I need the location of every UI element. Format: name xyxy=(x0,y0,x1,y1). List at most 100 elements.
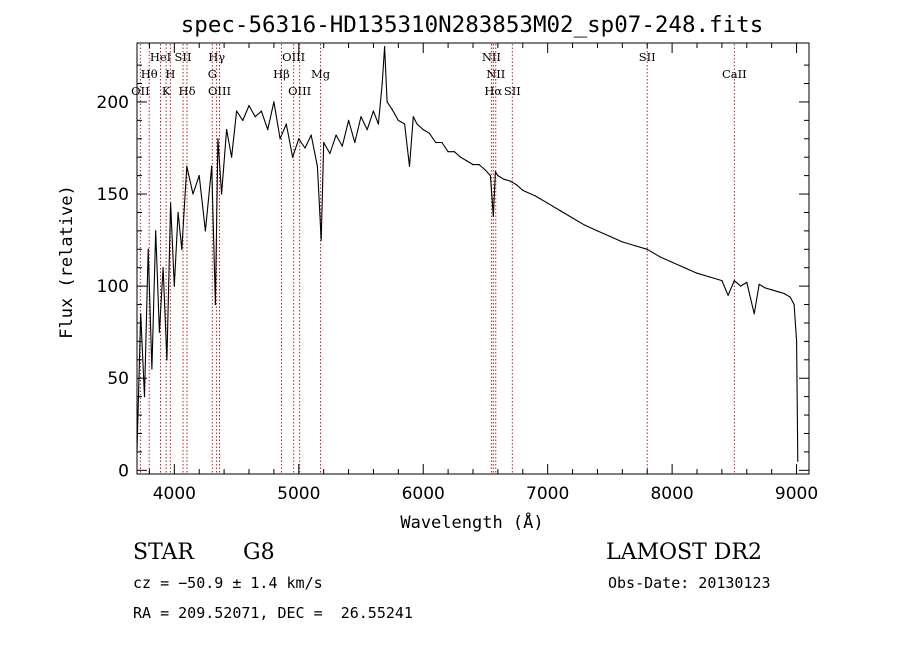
line-marker-label: OII xyxy=(131,84,150,98)
spectrum-point xyxy=(522,189,524,191)
line-marker-label: Hγ xyxy=(208,50,225,64)
x-tick-label: 5000 xyxy=(277,484,320,504)
spectrum-point xyxy=(147,248,149,250)
plot-frame xyxy=(136,42,810,475)
spectrum-point xyxy=(384,46,386,48)
spectrum-point xyxy=(236,110,238,112)
spectrum-point xyxy=(696,272,698,274)
y-tick-label: 150 xyxy=(97,185,129,205)
spectrum-point xyxy=(304,147,306,149)
spectrum-point xyxy=(186,165,188,167)
spectrum-point xyxy=(377,123,379,125)
line-marker-label: K xyxy=(162,84,171,98)
spectrum-point xyxy=(793,303,795,306)
x-tick-label: 8000 xyxy=(650,484,693,504)
object-subclass: G8 xyxy=(243,540,275,565)
spectrum-point xyxy=(516,184,518,186)
spectrum-point xyxy=(372,110,374,112)
spectrum-point xyxy=(484,169,486,171)
spectrum-point xyxy=(796,340,798,342)
line-marker-label: NII xyxy=(486,67,505,81)
y-tick-label: 100 xyxy=(97,277,129,297)
line-marker-label: NII xyxy=(482,50,501,64)
spectrum-point xyxy=(416,123,418,125)
spectrum-point xyxy=(634,245,636,247)
spectrum-point xyxy=(509,180,511,182)
spectrum-point xyxy=(254,116,256,118)
chart-title: spec-56316-HD135310N283853M02_sp07-248.f… xyxy=(181,12,763,38)
line-marker-label: Hβ xyxy=(273,67,290,81)
spectrum-point xyxy=(753,313,755,315)
spectrum-point xyxy=(348,119,350,121)
spectrum-point xyxy=(478,164,480,166)
line-marker-label: H xyxy=(165,67,175,81)
spectrum-point xyxy=(684,267,686,269)
line-markers: OIIHθHeIKHSIIHδHγGOIIIHβOIIIOIIIMgNIINII… xyxy=(131,44,747,473)
spectrum-point xyxy=(140,313,142,315)
survey-name: LAMOST DR2 xyxy=(606,540,762,565)
observation-date: Obs-Date: 20130123 xyxy=(608,574,771,592)
spectrum-point xyxy=(360,116,362,118)
line-marker-label: Hθ xyxy=(141,67,158,81)
spectrum-point xyxy=(492,215,494,217)
spectrum-point xyxy=(166,359,168,361)
line-marker-label: OIII xyxy=(282,50,305,64)
spectrum-point xyxy=(170,202,172,204)
spectrum-point xyxy=(198,175,200,177)
spectrum-point xyxy=(708,276,711,278)
spectrum-point xyxy=(646,248,648,250)
spectrum-point xyxy=(155,230,157,232)
line-marker-label: OIII xyxy=(288,84,311,98)
spectrum-point xyxy=(466,160,468,162)
spectrum-point xyxy=(609,235,611,237)
spectrum-point xyxy=(226,129,228,131)
spectrum-line xyxy=(136,46,799,462)
spectrum-point xyxy=(221,193,223,195)
spectrum-point xyxy=(285,123,287,125)
redshift-cz: cz = −50.9 ± 1.4 km/s xyxy=(133,574,323,592)
line-marker-label: OIII xyxy=(208,84,231,98)
object-class: STAR xyxy=(133,540,194,565)
x-tick-label: 7000 xyxy=(526,484,569,504)
line-marker-label: Hδ xyxy=(179,84,196,98)
line-marker-label: G xyxy=(208,67,217,81)
line-marker-label: Hα xyxy=(484,84,502,98)
spectrum-point xyxy=(671,261,673,263)
line-marker-label: HeI xyxy=(150,50,171,64)
spectrum-point xyxy=(584,224,586,226)
y-tick-label: 200 xyxy=(97,93,129,113)
spectrum-point xyxy=(596,230,599,232)
spectrum-point xyxy=(534,195,536,197)
spectrum-point xyxy=(143,396,146,398)
spectrum-point xyxy=(472,164,474,166)
spectrum-point xyxy=(242,119,244,121)
spectrum-point xyxy=(217,138,219,140)
spectrum-point xyxy=(497,175,499,177)
spectrum-point xyxy=(771,289,773,291)
spectrum-point xyxy=(740,285,742,287)
spectrum-point xyxy=(494,171,496,173)
spectrum-point xyxy=(248,105,250,107)
spectrum-point xyxy=(173,285,175,287)
spectrum-point xyxy=(547,202,549,204)
y-tick-label: 50 xyxy=(107,369,129,389)
spectrum-point xyxy=(659,256,661,258)
coordinates-radec: RA = 209.52071, DEC = 26.55241 xyxy=(133,604,413,622)
spectrum-point xyxy=(746,281,748,283)
spectrum-point xyxy=(404,123,406,125)
spectrum-point xyxy=(559,210,561,212)
x-axis-label: Wavelength (Å) xyxy=(400,511,543,533)
spectrum-point xyxy=(441,141,443,144)
spectrum-point xyxy=(621,241,623,243)
spectrum-point xyxy=(177,211,179,214)
spectrum-point xyxy=(181,248,183,250)
spectrum-point xyxy=(391,108,393,110)
x-tick-label: 9000 xyxy=(775,484,818,504)
spectrum-point xyxy=(489,175,491,177)
spectrum-point xyxy=(733,280,735,282)
spectrum-point xyxy=(320,239,322,241)
spectrum-point xyxy=(354,141,356,144)
spectrum-point xyxy=(316,165,318,167)
